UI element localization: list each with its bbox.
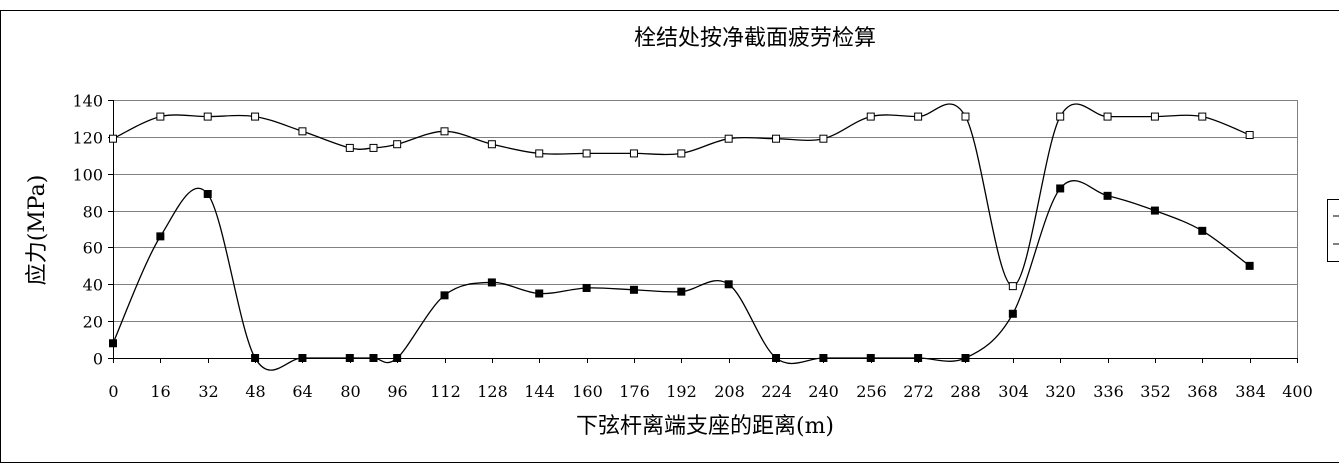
data-point-series-2 — [204, 190, 211, 197]
data-point-series-1 — [773, 135, 780, 142]
data-point-series-1 — [1199, 113, 1206, 120]
data-point-series-2 — [110, 340, 117, 347]
data-point-series-2 — [299, 355, 306, 362]
x-tick-label: 336 — [1093, 382, 1124, 401]
x-tick-label: 304 — [998, 382, 1029, 401]
x-tick-label: 368 — [1187, 382, 1218, 401]
x-tick-label: 128 — [477, 382, 508, 401]
data-point-series-1 — [583, 150, 590, 157]
data-point-series-1 — [1151, 113, 1158, 120]
data-point-series-1 — [1104, 113, 1111, 120]
data-point-series-1 — [252, 113, 259, 120]
data-point-series-2 — [820, 355, 827, 362]
x-tick-label: 144 — [524, 382, 555, 401]
x-tick-label: 48 — [245, 382, 265, 401]
data-point-series-1 — [204, 113, 211, 120]
x-tick-label: 112 — [430, 382, 461, 401]
y-tick-label: 0 — [93, 350, 103, 369]
data-point-series-2 — [1151, 207, 1158, 214]
data-point-series-2 — [536, 290, 543, 297]
x-tick-label: 0 — [108, 382, 118, 401]
data-point-series-1 — [678, 150, 685, 157]
data-point-series-1 — [488, 141, 495, 148]
data-point-series-2 — [773, 355, 780, 362]
x-tick-label: 96 — [387, 382, 407, 401]
data-point-series-1 — [820, 135, 827, 142]
data-point-series-1 — [962, 113, 969, 120]
data-point-series-2 — [725, 281, 732, 288]
data-point-series-2 — [441, 292, 448, 299]
data-point-series-2 — [370, 355, 377, 362]
x-tick-label: 192 — [666, 382, 697, 401]
legend-box — [1328, 200, 1339, 262]
y-tick-label: 40 — [83, 276, 103, 295]
x-tick-label: 256 — [856, 382, 887, 401]
plot-area — [114, 101, 1298, 359]
data-point-series-2 — [630, 286, 637, 293]
x-tick-label: 272 — [903, 382, 934, 401]
data-point-series-2 — [583, 284, 590, 291]
y-tick-label: 80 — [83, 203, 103, 222]
x-tick-label: 352 — [1140, 382, 1171, 401]
data-point-series-1 — [1246, 132, 1253, 139]
data-point-series-2 — [1009, 310, 1016, 317]
data-point-series-1 — [110, 135, 117, 142]
data-point-series-1 — [299, 128, 306, 135]
y-tick-label: 60 — [83, 239, 103, 258]
data-point-series-2 — [157, 233, 164, 240]
data-point-series-2 — [867, 355, 874, 362]
x-tick-label: 16 — [150, 382, 170, 401]
data-point-series-1 — [630, 150, 637, 157]
data-point-series-1 — [1057, 113, 1064, 120]
x-tick-label: 288 — [950, 382, 981, 401]
data-point-series-1 — [915, 113, 922, 120]
x-tick-label: 160 — [572, 382, 603, 401]
data-point-series-2 — [962, 355, 969, 362]
y-tick-label: 100 — [72, 166, 103, 185]
x-axis-label: 下弦杆离端支座的距离(m) — [576, 414, 834, 439]
data-point-series-1 — [867, 113, 874, 120]
y-tick-label: 20 — [83, 313, 103, 332]
x-tick-label: 208 — [714, 382, 745, 401]
data-point-series-2 — [346, 355, 353, 362]
data-point-series-1 — [441, 128, 448, 135]
y-tick-label: 140 — [72, 92, 103, 111]
data-point-series-2 — [252, 355, 259, 362]
x-tick-label: 400 — [1282, 382, 1313, 401]
data-point-series-1 — [725, 135, 732, 142]
x-tick-label: 224 — [761, 382, 792, 401]
data-point-series-1 — [370, 144, 377, 151]
data-point-series-2 — [678, 288, 685, 295]
x-tick-label: 384 — [1235, 382, 1266, 401]
data-point-series-2 — [915, 355, 922, 362]
data-point-series-2 — [1246, 262, 1253, 269]
x-tick-label: 64 — [292, 382, 312, 401]
data-point-series-1 — [346, 144, 353, 151]
y-tick-label: 120 — [72, 129, 103, 148]
data-point-series-2 — [1057, 185, 1064, 192]
data-point-series-2 — [488, 279, 495, 286]
data-point-series-2 — [1104, 192, 1111, 199]
y-axis-label: 应力(MPa) — [25, 175, 50, 286]
data-point-series-2 — [394, 355, 401, 362]
x-tick-label: 176 — [619, 382, 650, 401]
x-tick-label: 80 — [340, 382, 360, 401]
data-point-series-2 — [1199, 227, 1206, 234]
data-point-series-1 — [394, 141, 401, 148]
data-point-series-1 — [1009, 283, 1016, 290]
x-tick-label: 32 — [198, 382, 218, 401]
x-tick-label: 320 — [1045, 382, 1076, 401]
data-point-series-1 — [536, 150, 543, 157]
x-tick-label: 240 — [808, 382, 839, 401]
data-point-series-1 — [157, 113, 164, 120]
chart-title: 栓结处按净截面疲劳检算 — [634, 26, 876, 51]
